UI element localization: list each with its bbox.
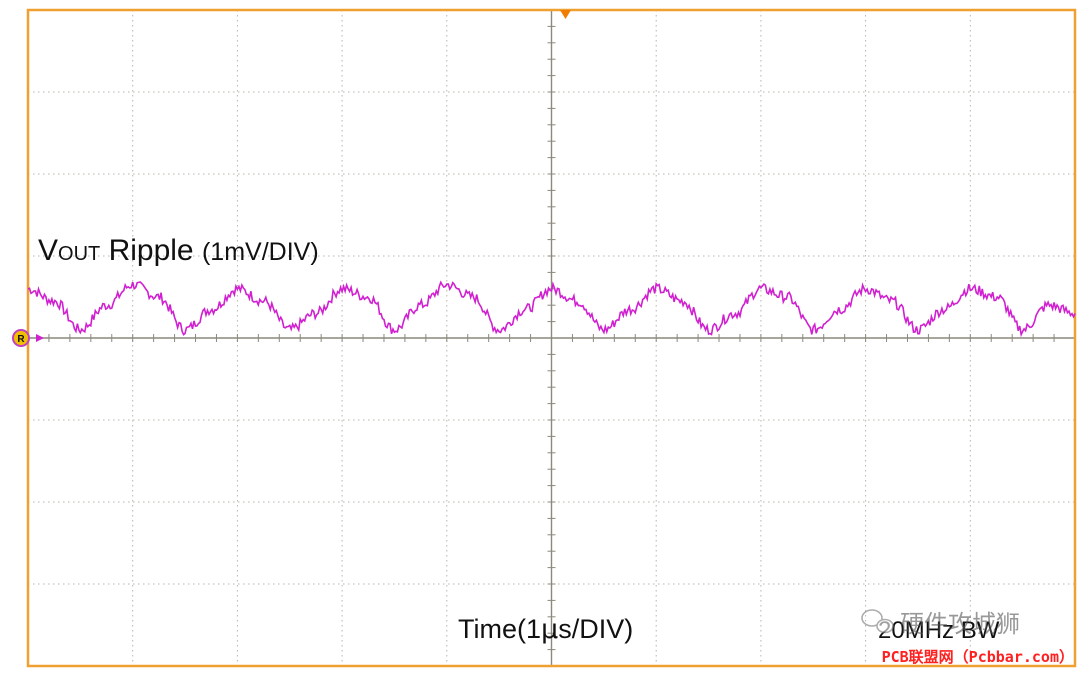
x-axis-label-mu: µ [541,614,558,645]
x-axis-label: Time(1µs/DIV) [458,614,633,645]
watermark-text: 硬件攻城狮 [900,610,1020,638]
watermark: 硬件攻城狮 [861,609,1020,638]
x-axis-label-prefix: Time(1 [458,614,541,644]
wechat-icon [861,609,894,634]
trace-label: VOUT Ripple (1mV/DIV) [38,234,319,267]
graticule [27,9,1076,667]
bandwidth-label: 20MHz BW [878,617,1000,644]
channel-label: R [17,334,25,345]
ripple-trace [27,280,1076,338]
channel-ground-marker: R [12,329,44,347]
footer-credit: PCB联盟网（Pcbbar.com） [881,648,1074,666]
trace-label-ripple: Ripple [100,234,193,267]
trace-label-v: V [38,234,58,267]
x-axis-label-suffix: s/DIV) [558,614,633,644]
trace-label-scale: (1mV/DIV) [202,238,319,266]
trace-label-sub: OUT [58,243,100,265]
trigger-position-marker [560,10,571,19]
